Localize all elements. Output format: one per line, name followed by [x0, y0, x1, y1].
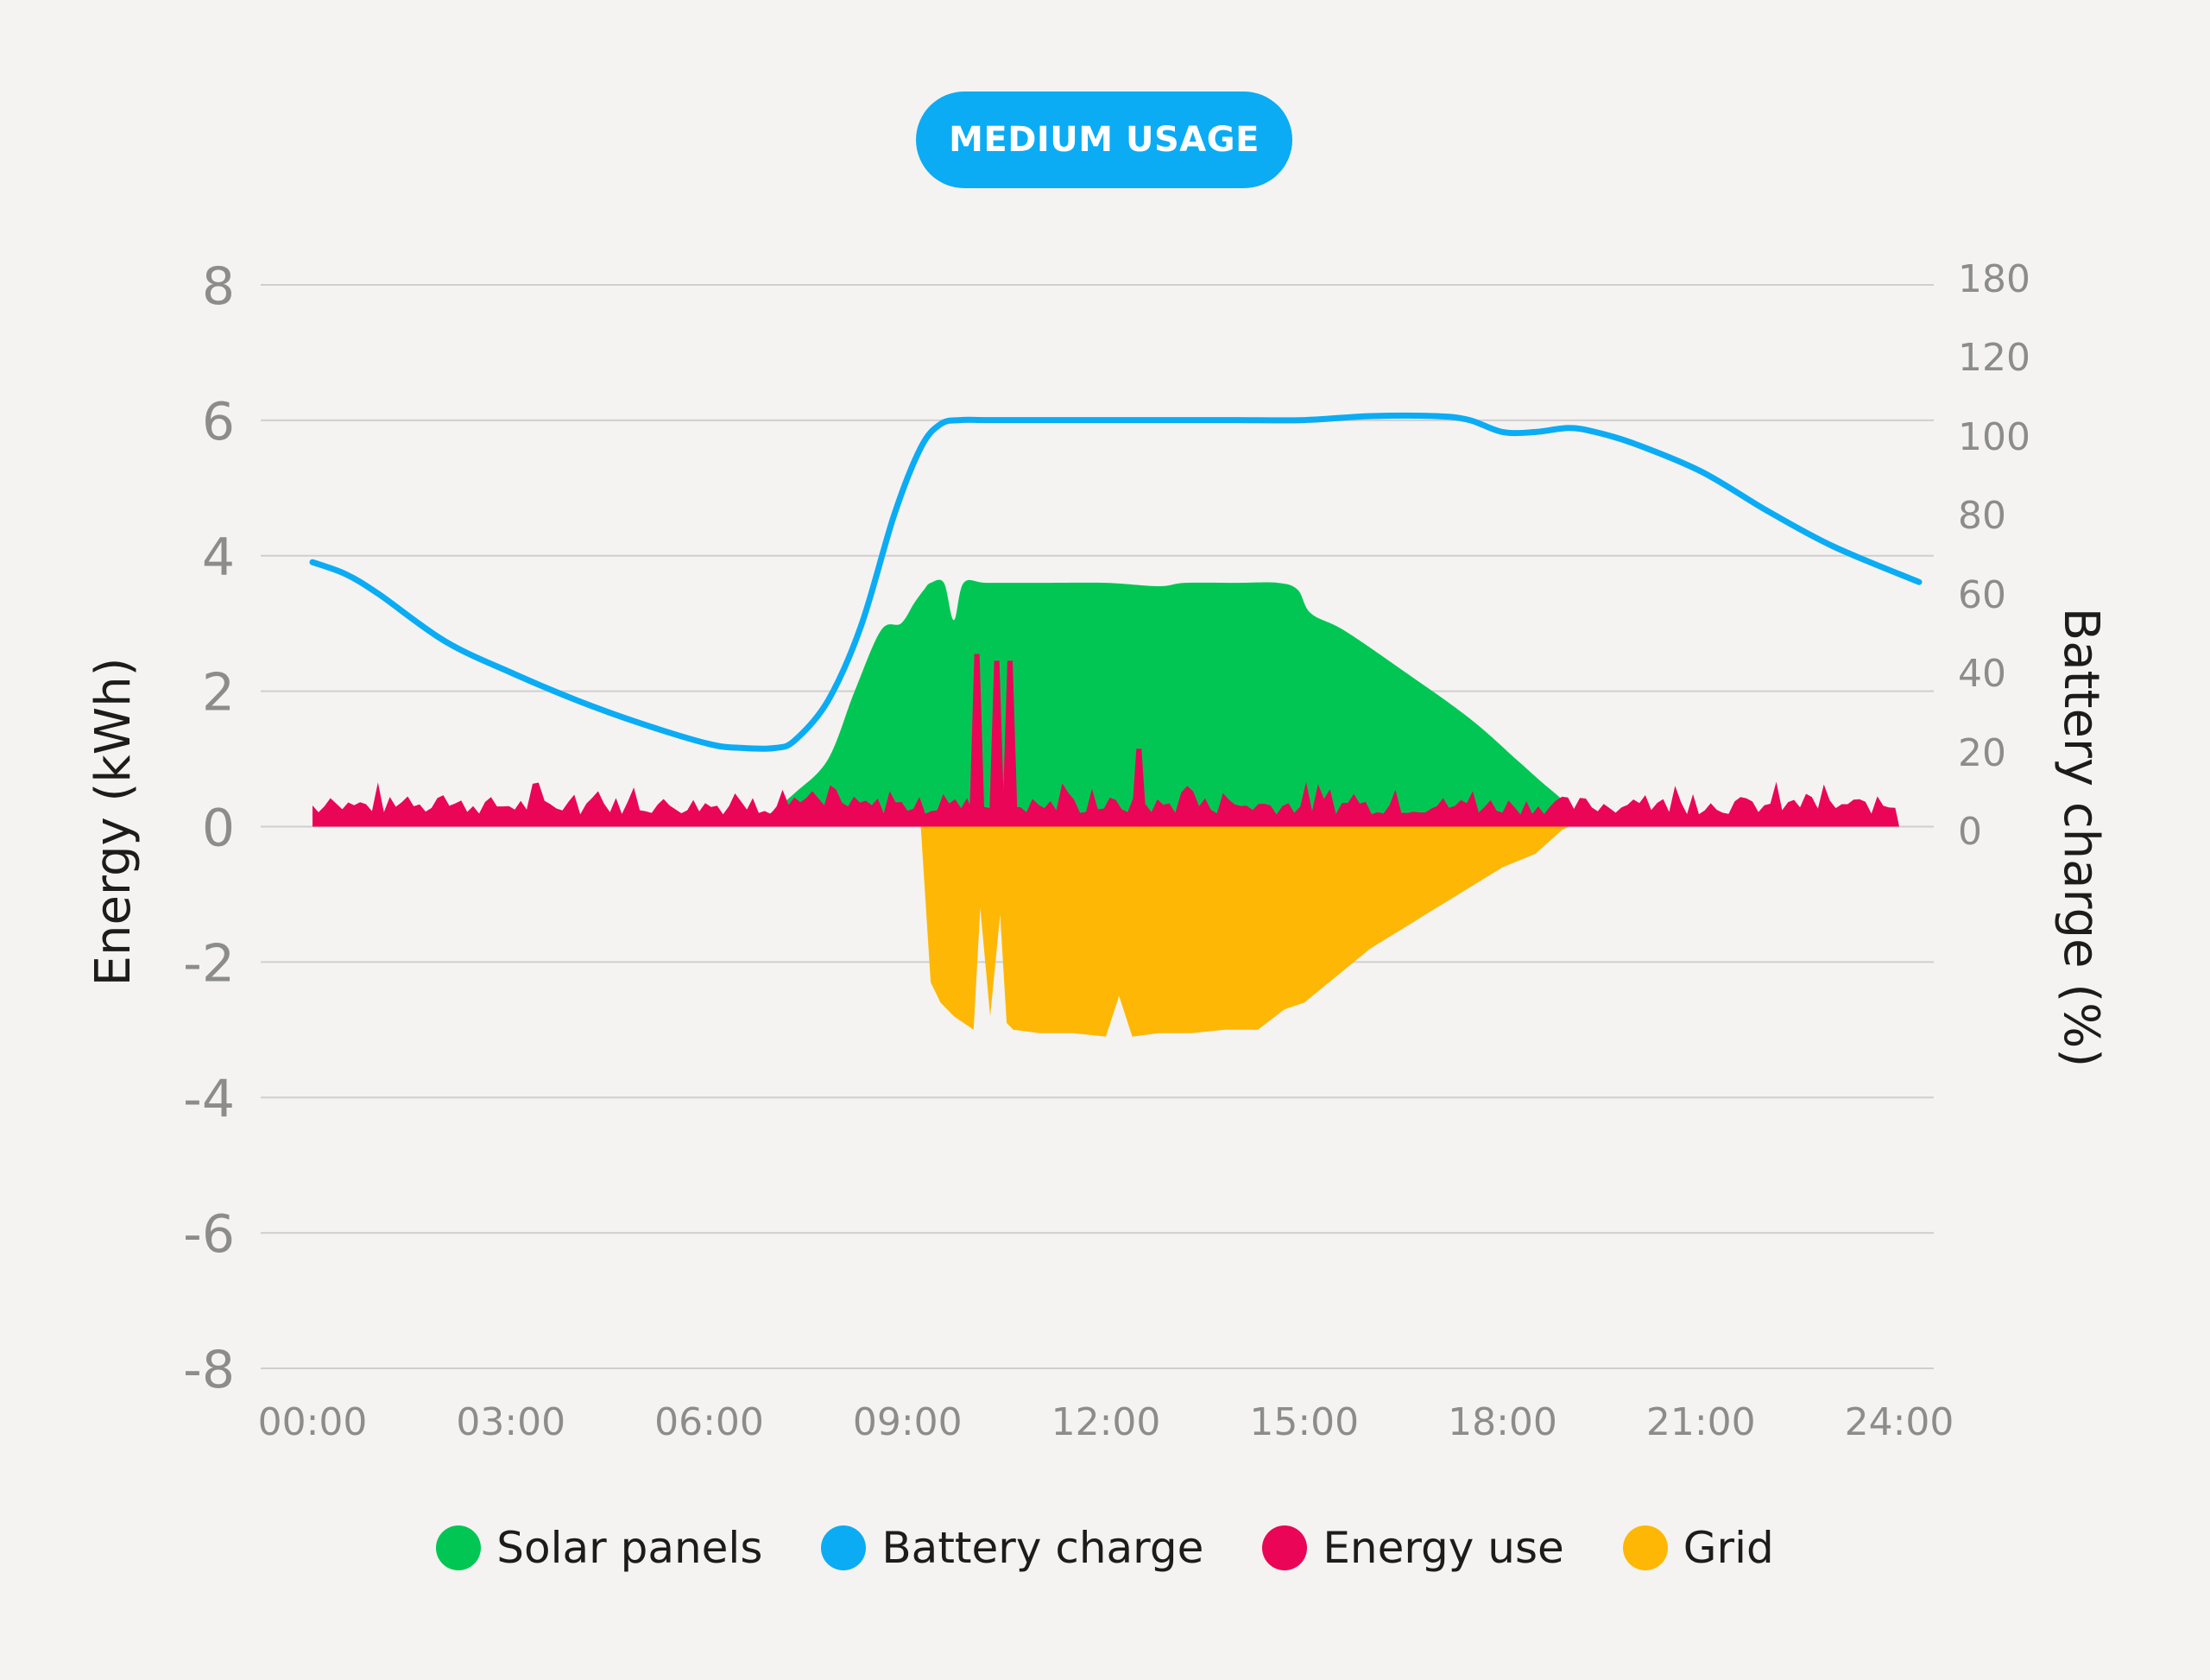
y2-axis-title: Battery charge (%) [2053, 608, 2109, 1067]
y-axis-title: Energy (kWh) [85, 658, 142, 987]
battery-line [309, 412, 1923, 752]
y-tick-label: 4 [202, 527, 235, 588]
y-tick-label: 6 [202, 392, 235, 452]
y2-tick-label: 40 [1958, 652, 2006, 696]
grid-area [920, 826, 1569, 1037]
y2-tick-label: 120 [1958, 336, 2030, 380]
x-axis-ticks: 00:00 03:00 06:00 09:00 12:00 15:00 18:00 21:00… [258, 1400, 1954, 1444]
legend-dot-solar [436, 1525, 482, 1570]
usage-badge: MEDIUM USAGE [916, 92, 1292, 188]
y-axis-ticks: 8 6 4 2 0 -2 -4 -6 -8 [183, 256, 235, 1400]
y-tick-label: -2 [183, 933, 235, 994]
legend-label-grid: Grid [1683, 1523, 1774, 1573]
y-tick-label: 0 [202, 799, 235, 859]
y-tick-label: -6 [183, 1204, 235, 1265]
legend-dot-battery [821, 1525, 867, 1570]
legend-item-solar: Solar panels [436, 1523, 762, 1573]
y2-tick-label: 100 [1958, 415, 2030, 459]
solar-area [761, 579, 1569, 827]
y2-tick-label: 20 [1958, 731, 2006, 775]
legend-item-battery: Battery charge [821, 1523, 1203, 1573]
legend-label-solar: Solar panels [496, 1523, 763, 1573]
energy-use-area [313, 781, 1899, 827]
x-tick-label: 00:00 [258, 1400, 368, 1444]
x-tick-label: 21:00 [1646, 1400, 1756, 1444]
legend-item-energy-use: Energy use [1262, 1523, 1564, 1573]
energy-use-spike [1131, 748, 1147, 827]
y-tick-label: 2 [202, 663, 235, 723]
energy-use-spike [988, 660, 1005, 827]
y-tick-label: -4 [183, 1069, 235, 1129]
x-tick-label: 03:00 [456, 1400, 565, 1444]
legend-dot-grid [1622, 1525, 1668, 1570]
legend-label-battery: Battery charge [881, 1523, 1204, 1573]
legend-label-energy-use: Energy use [1323, 1523, 1564, 1573]
x-tick-label: 09:00 [853, 1400, 963, 1444]
y2-tick-label: 80 [1958, 494, 2006, 538]
energy-use-spike [1001, 660, 1018, 827]
x-tick-label: 18:00 [1448, 1400, 1557, 1444]
y2-tick-label: 180 [1958, 257, 2030, 301]
usage-badge-label: MEDIUM USAGE [949, 120, 1260, 160]
legend: Solar panels Battery charge Energy use G… [0, 1523, 2210, 1573]
x-tick-label: 15:00 [1249, 1400, 1359, 1444]
y2-axis-ticks: 180 120 100 80 60 40 20 0 [1958, 257, 2030, 854]
x-tick-label: 06:00 [654, 1400, 764, 1444]
data-lines [309, 412, 1923, 752]
x-tick-label: 12:00 [1051, 1400, 1161, 1444]
legend-dot-energy-use [1262, 1525, 1308, 1570]
y2-tick-label: 0 [1958, 810, 1982, 854]
y2-tick-label: 60 [1958, 573, 2006, 617]
y-tick-label: 8 [202, 256, 235, 317]
data-areas [313, 579, 1899, 1037]
x-tick-label: 24:00 [1845, 1400, 1954, 1444]
energy-use-spike [969, 654, 985, 827]
legend-item-grid: Grid [1622, 1523, 1774, 1573]
y-tick-label: -8 [183, 1340, 235, 1400]
